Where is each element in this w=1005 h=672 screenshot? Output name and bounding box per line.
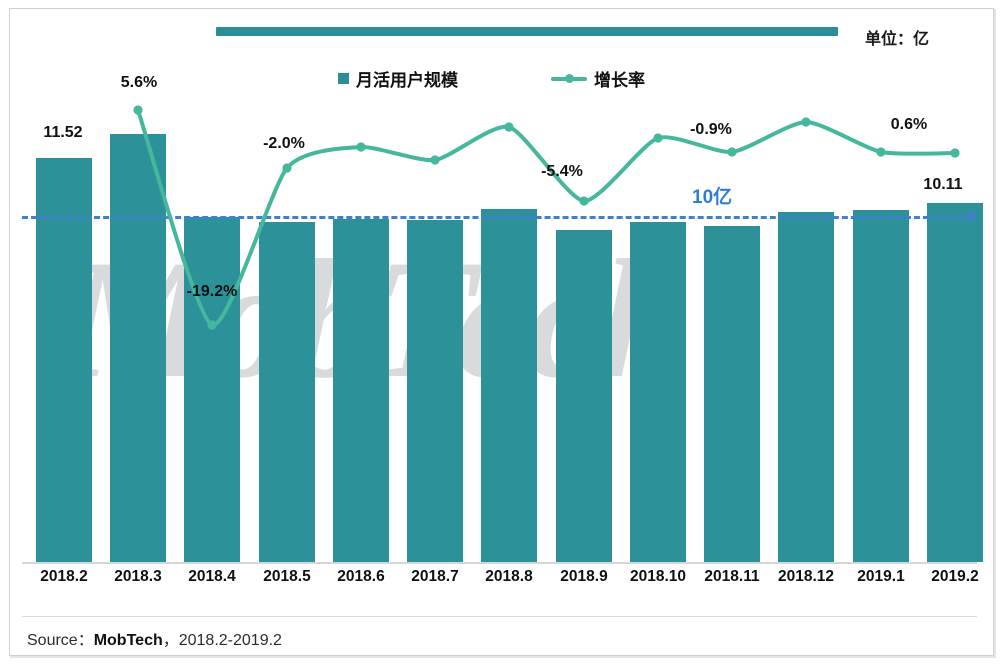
x-axis-tick-2018.6: 2018.6 bbox=[337, 568, 385, 585]
bar-2018.10[interactable] bbox=[630, 222, 686, 562]
bar-2018.5[interactable] bbox=[259, 222, 315, 562]
line-point-2018.11[interactable] bbox=[727, 147, 737, 157]
line-point-2018.4[interactable] bbox=[207, 320, 217, 330]
x-axis-tick-2019.1: 2019.1 bbox=[857, 568, 905, 585]
bar-2018.4[interactable] bbox=[184, 217, 240, 562]
x-axis-tick-2018.7: 2018.7 bbox=[411, 568, 459, 585]
x-axis-tick-2018.10: 2018.10 bbox=[629, 568, 687, 585]
x-axis-tick-2018.8: 2018.8 bbox=[485, 568, 533, 585]
line-point-2019.1[interactable] bbox=[876, 147, 886, 157]
line-point-2018.9[interactable] bbox=[579, 196, 589, 206]
bar-2019.1[interactable] bbox=[853, 210, 909, 562]
legend-label-bars: 月活用户规模 bbox=[356, 71, 458, 90]
legend-item-bars[interactable]: 月活用户规模 bbox=[338, 66, 458, 91]
line-point-2018.10[interactable] bbox=[653, 133, 663, 143]
x-axis-tick-2018.11: 2018.11 bbox=[704, 568, 760, 585]
chart-legend: 月活用户规模 增长率 bbox=[0, 66, 1005, 94]
bar-2018.6[interactable] bbox=[333, 219, 389, 562]
bar-2018.2[interactable] bbox=[36, 158, 92, 562]
source-prefix: Source： bbox=[27, 632, 94, 649]
x-axis-tick-2019.2: 2019.2 bbox=[931, 568, 979, 585]
bar-2018.7[interactable] bbox=[407, 220, 463, 562]
growth-rate-label-2018.11: -0.9% bbox=[690, 121, 732, 138]
reference-line-arrow-icon bbox=[968, 210, 979, 222]
source-name: MobTech bbox=[93, 632, 163, 649]
x-axis-tick-2018.5: 2018.5 bbox=[263, 568, 311, 585]
line-point-2018.12[interactable] bbox=[801, 117, 811, 127]
legend-item-line[interactable]: 增长率 bbox=[551, 66, 645, 91]
unit-label: 单位：亿 bbox=[865, 31, 930, 48]
bar-2018.11[interactable] bbox=[704, 226, 760, 562]
line-point-2018.5[interactable] bbox=[282, 163, 292, 173]
line-point-2018.3[interactable] bbox=[133, 105, 143, 115]
legend-label-line: 增长率 bbox=[594, 71, 645, 90]
line-point-2018.8[interactable] bbox=[504, 122, 514, 132]
x-axis-tick-2018.12: 2018.12 bbox=[777, 568, 835, 585]
x-axis-tick-2018.9: 2018.9 bbox=[560, 568, 608, 585]
growth-rate-label-2019.2: 0.6% bbox=[890, 116, 928, 133]
title-banner-bar bbox=[216, 27, 838, 36]
x-axis-baseline bbox=[22, 562, 977, 564]
line-point-2019.2[interactable] bbox=[950, 148, 960, 158]
growth-rate-label-2018.5: -2.0% bbox=[263, 135, 305, 152]
x-axis-tick-2018.3: 2018.3 bbox=[114, 568, 162, 585]
bar-2018.8[interactable] bbox=[481, 209, 537, 562]
legend-square-swatch-icon bbox=[338, 73, 349, 84]
legend-line-marker-icon bbox=[551, 73, 587, 84]
footer-divider bbox=[22, 616, 977, 617]
growth-rate-label-2018.9: -5.4% bbox=[541, 163, 583, 180]
bar-2018.3[interactable] bbox=[110, 134, 166, 562]
bar-2018.9[interactable] bbox=[556, 230, 612, 562]
source-note: Source：MobTech，2018.2-2019.2 bbox=[27, 626, 282, 650]
bar-value-label-2019.2: 10.11 bbox=[923, 176, 963, 193]
line-point-2018.7[interactable] bbox=[430, 155, 440, 165]
x-axis-tick-2018.4: 2018.4 bbox=[188, 568, 236, 585]
reference-line-10yi bbox=[22, 215, 974, 219]
reference-line-label: 10亿 bbox=[692, 187, 733, 208]
bar-2019.2[interactable] bbox=[927, 203, 983, 562]
line-point-2018.6[interactable] bbox=[356, 142, 366, 152]
bar-2018.12[interactable] bbox=[778, 212, 834, 562]
x-axis-tick-2018.2: 2018.2 bbox=[40, 568, 88, 585]
growth-rate-label-2018.3: 5.6% bbox=[120, 74, 158, 91]
growth-rate-label-2018.4: -19.2% bbox=[186, 283, 238, 300]
source-range: ，2018.2-2019.2 bbox=[162, 632, 282, 649]
bar-value-label-2018.2: 11.52 bbox=[43, 124, 83, 141]
